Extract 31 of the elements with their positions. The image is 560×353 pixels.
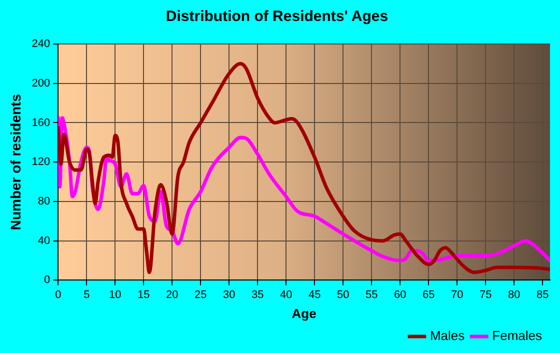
x-tick-label: 10 xyxy=(109,288,122,301)
x-axis-title: Age xyxy=(292,306,316,321)
y-tick-label: 160 xyxy=(32,116,50,129)
x-tick-label: 0 xyxy=(55,288,62,301)
x-tick-label: 80 xyxy=(508,288,520,301)
chart-title: Distribution of Residents' Ages xyxy=(166,8,388,26)
x-tick-label: 35 xyxy=(252,288,264,301)
y-tick-label: 80 xyxy=(38,196,50,208)
x-tick-label: 60 xyxy=(394,288,406,301)
x-tick-label: 70 xyxy=(450,288,464,301)
legend-label: Females xyxy=(492,328,542,344)
y-tick-label: 120 xyxy=(32,156,50,168)
y-tick-label: 0 xyxy=(44,274,50,286)
y-tick-label: 240 xyxy=(32,38,50,50)
x-tick-label: 30 xyxy=(223,288,236,301)
x-tick-label: 45 xyxy=(308,288,321,301)
x-tick-label: 40 xyxy=(280,288,292,301)
line-series xyxy=(58,62,550,274)
y-axis-title: Number of residents xyxy=(7,94,24,230)
x-tick-label: 55 xyxy=(365,288,378,301)
x-tick-label: 75 xyxy=(479,288,492,301)
x-tick-label: 25 xyxy=(194,288,207,301)
x-tick-label: 20 xyxy=(166,288,178,301)
x-tick-label: 85 xyxy=(536,288,549,301)
x-tick-label: 15 xyxy=(138,288,150,301)
y-tick-label: 40 xyxy=(38,234,50,247)
x-tick-label: 65 xyxy=(422,288,435,301)
x-tick-label: 5 xyxy=(84,288,90,301)
legend-label: Males xyxy=(430,328,466,344)
x-tick-label: 50 xyxy=(336,288,350,301)
y-tick-label: 200 xyxy=(32,77,50,90)
